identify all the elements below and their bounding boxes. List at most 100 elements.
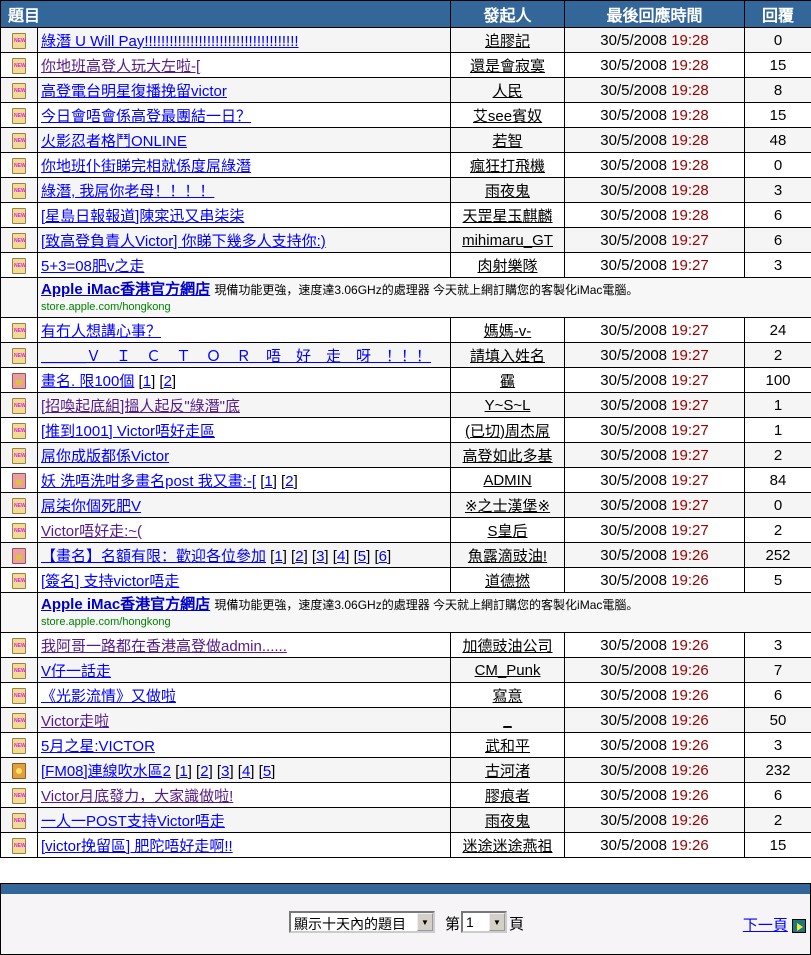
author-link[interactable]: Y~S~L xyxy=(484,396,531,414)
author-link[interactable]: 瘋狂打飛機 xyxy=(470,157,546,175)
topic-title-link[interactable]: V仔一話走 xyxy=(41,662,112,680)
topic-title-link[interactable]: 綠潛 U Will Pay!!!!!!!!!!!!!!!!!!!!!!!!!!!… xyxy=(41,32,299,50)
topic-title-link[interactable]: Victor走啦 xyxy=(41,712,110,730)
page-jump[interactable]: [1] xyxy=(266,547,287,565)
topic-filter-select[interactable]: 顯示十天內的題目 ▼ xyxy=(289,911,435,933)
ad-url[interactable]: store.apple.com/hongkong xyxy=(41,616,171,628)
page-jump-link[interactable]: 6 xyxy=(378,547,387,565)
page-jump-link[interactable]: 1 xyxy=(264,472,273,490)
author-link[interactable]: 還是會寂寞 xyxy=(470,57,546,75)
page-jump[interactable]: [6] xyxy=(370,547,392,565)
page-jump[interactable]: [4] xyxy=(233,762,255,780)
author-link[interactable]: 武和平 xyxy=(485,737,531,755)
page-jump[interactable]: [5] xyxy=(349,547,371,565)
page-jump-link[interactable]: 5 xyxy=(262,762,272,780)
topic-title-link[interactable]: 火影忍者格鬥ONLINE xyxy=(41,132,187,150)
page-jump-link[interactable]: 1 xyxy=(179,762,188,780)
author-link[interactable]: 若智 xyxy=(492,132,523,150)
page-jump-link[interactable]: 2 xyxy=(285,472,294,490)
author-link[interactable]: 加德豉油公司 xyxy=(462,637,553,655)
topic-title-link[interactable]: [星島日報報道]陳寀迅又串柒柒 xyxy=(41,207,245,225)
topic-title-link[interactable]: 你地班仆街睇完相就係度屌綠潛 xyxy=(41,157,252,175)
topic-title-link[interactable]: 我阿哥一路都在香港高登做admin...... xyxy=(41,637,287,655)
author-link[interactable]: 靍 xyxy=(500,372,516,390)
author-link[interactable]: 雨夜鬼 xyxy=(485,812,531,830)
author-link[interactable]: 迷途迷途燕祖 xyxy=(462,837,553,855)
author-link[interactable]: 高登如此多基 xyxy=(462,447,553,465)
topic-title-link[interactable]: Victor唔好走:~( xyxy=(41,522,142,540)
topic-title-link[interactable]: [推到1001] Victor唔好走區 xyxy=(41,422,215,440)
page-jump[interactable]: [3] xyxy=(212,762,234,780)
topic-title-link[interactable]: [招喚起底組]搵人起反"綠潛"底 xyxy=(41,397,240,415)
next-page-label[interactable]: 下一頁 xyxy=(742,917,788,934)
topic-title-link[interactable]: 屌你成版都係Victor xyxy=(41,447,170,465)
ad-url[interactable]: store.apple.com/hongkong xyxy=(41,301,171,313)
author-link[interactable]: 寫意 xyxy=(492,687,523,705)
author-link[interactable]: 天罡星玉麒麟 xyxy=(462,207,553,225)
topic-title-link[interactable]: [victor挽留區] 肥陀唔好走啊!! xyxy=(41,837,233,855)
author-link[interactable]: 艾see賓奴 xyxy=(472,107,543,125)
ad-title-link[interactable]: Apple iMac香港官方網店 xyxy=(41,596,211,613)
author-link[interactable]: 魚露滴豉油! xyxy=(467,547,548,565)
dropdown-arrow-icon[interactable]: ▼ xyxy=(489,913,505,931)
topic-title-link[interactable]: 5月之星:VICTOR xyxy=(41,737,155,755)
page-select[interactable]: 1 ▼ xyxy=(461,911,507,933)
page-jump-link[interactable]: 2 xyxy=(200,762,209,780)
author-link[interactable]: 人民 xyxy=(492,82,523,100)
author-link[interactable]: 道德撚 xyxy=(485,572,531,590)
topic-title-link[interactable]: Victor月底發力，大家識做啦! xyxy=(41,787,234,805)
page-jump[interactable]: [2] xyxy=(155,372,177,390)
page-jump-link[interactable]: 3 xyxy=(221,762,230,780)
topic-title-link[interactable]: 5+3=08肥v之走 xyxy=(41,257,145,275)
page-jump[interactable]: [2] xyxy=(276,472,298,490)
page-jump[interactable]: [1] xyxy=(134,372,156,390)
author-link[interactable]: ADMIN xyxy=(483,471,532,489)
topic-title-link[interactable]: 你地班高登人玩大左啦-[ xyxy=(41,57,201,75)
page-jump[interactable]: [1] xyxy=(171,762,192,780)
author-link[interactable]: 追膠記 xyxy=(485,32,531,50)
author-link[interactable]: mihimaru_GT xyxy=(462,231,553,249)
topic-title-link[interactable]: 【畫名】名額有限：歡迎各位參加 xyxy=(41,547,267,565)
author-link[interactable]: 肉射樂隊 xyxy=(477,257,538,275)
topic-title-link[interactable]: 畫名. 限100個 xyxy=(41,372,135,390)
author-link[interactable]: _ xyxy=(503,711,512,729)
topic-title-link[interactable]: 綠潛, 我屌你老母！！！！ xyxy=(41,182,215,200)
page-jump[interactable]: [3] xyxy=(307,547,329,565)
topic-title-link[interactable]: 屌柒你個死肥V xyxy=(41,497,142,515)
page-jump-link[interactable]: 3 xyxy=(316,547,325,565)
page-jump-link[interactable]: 1 xyxy=(274,547,283,565)
page-jump[interactable]: [2] xyxy=(286,547,308,565)
next-page-link[interactable]: 下一頁 xyxy=(743,914,806,935)
topic-title-link[interactable]: 妖 洗唔洗咁多畫名post 我又畫:-[ xyxy=(41,472,257,490)
author-link[interactable]: S皇后 xyxy=(487,522,528,540)
page-jump[interactable]: [2] xyxy=(191,762,213,780)
page-jump[interactable]: [4] xyxy=(328,547,350,565)
author-link[interactable]: ※之士漢堡※ xyxy=(464,497,551,515)
page-jump-link[interactable]: 4 xyxy=(336,547,346,565)
ad-title-link[interactable]: Apple iMac香港官方網店 xyxy=(41,281,211,298)
author-link[interactable]: 古河渚 xyxy=(485,762,531,780)
topic-title-link[interactable]: [致高登負責人Victor] 你睇下幾多人支持你:) xyxy=(41,232,326,250)
page-jump-link[interactable]: 4 xyxy=(241,762,251,780)
topic-title-link[interactable]: [簽名] 支持victor唔走 xyxy=(41,572,180,590)
author-link[interactable]: (已切)周杰屌 xyxy=(465,422,551,440)
topic-title-link[interactable]: 今日會唔會係高登最團結一日？ xyxy=(41,107,252,125)
author-link[interactable]: 媽媽-v- xyxy=(483,322,532,340)
page-jump-link[interactable]: 5 xyxy=(357,547,367,565)
topic-title-link[interactable]: ＿＿＿Ｖ Ｉ Ｃ Ｔ Ｏ Ｒ 唔 好 走 呀 ！！！ xyxy=(41,347,432,365)
arrow-right-icon[interactable] xyxy=(792,919,806,934)
author-link[interactable]: 膠痕者 xyxy=(485,787,531,805)
page-jump[interactable]: [1] xyxy=(256,472,277,490)
topic-title-link[interactable]: 有冇人想講心事？ xyxy=(41,322,162,340)
topic-title-link[interactable]: 《光影流情》又做啦 xyxy=(41,687,177,705)
page-jump-link[interactable]: 2 xyxy=(163,372,172,390)
author-link[interactable]: 雨夜鬼 xyxy=(485,182,531,200)
topic-title-link[interactable]: 一人一POST支持Victor唔走 xyxy=(41,812,225,830)
dropdown-arrow-icon[interactable]: ▼ xyxy=(417,913,433,931)
topic-title-link[interactable]: [FM08]連線吹水區2 xyxy=(41,762,172,780)
page-jump[interactable]: [5] xyxy=(254,762,276,780)
author-link[interactable]: 請填入姓名 xyxy=(470,347,546,365)
page-jump-link[interactable]: 1 xyxy=(142,372,152,390)
author-link[interactable]: CM_Punk xyxy=(474,661,541,679)
page-jump-link[interactable]: 2 xyxy=(295,547,304,565)
